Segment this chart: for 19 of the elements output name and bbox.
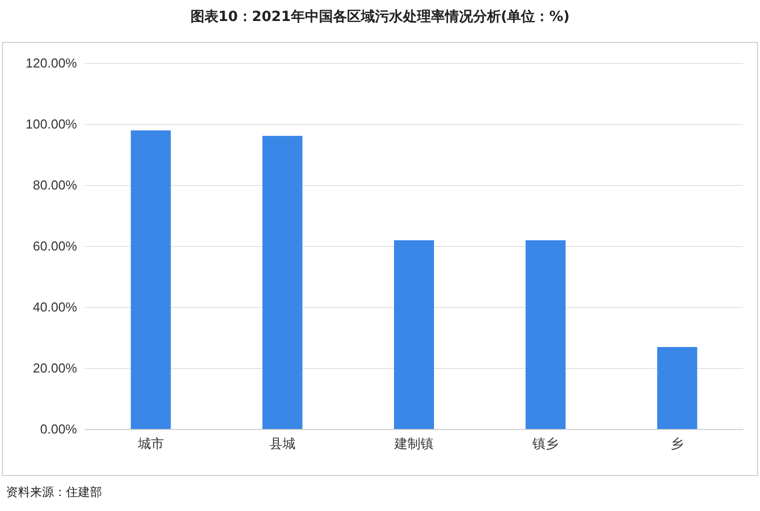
y-tick-label: 40.00% (32, 300, 78, 314)
x-tick-label: 乡 (670, 436, 684, 451)
text: 资料来源：住建部 (6, 484, 102, 501)
x-tick-label: 镇乡 (532, 436, 559, 451)
y-tick-label: 20.00% (32, 360, 78, 376)
x-tick-label: 城市 (136, 436, 164, 451)
chart-title: 图表10：2021年中国各区域污水处理率情况分析(单位：%) (189, 8, 571, 26)
x-tick-label: 建制镇 (394, 436, 434, 451)
y-tick-label: 80.00% (32, 178, 78, 192)
bar (262, 136, 302, 429)
y-tick-label: 100.00% (26, 116, 78, 132)
bar (657, 346, 698, 429)
bar (130, 130, 171, 429)
y-tick-label: 60.00% (32, 238, 78, 254)
bar (394, 240, 434, 429)
bar (526, 240, 566, 429)
x-tick-label: 县城 (269, 436, 296, 451)
y-tick-label: 120.00% (26, 56, 78, 70)
y-tick-label: 0.00% (40, 422, 78, 436)
